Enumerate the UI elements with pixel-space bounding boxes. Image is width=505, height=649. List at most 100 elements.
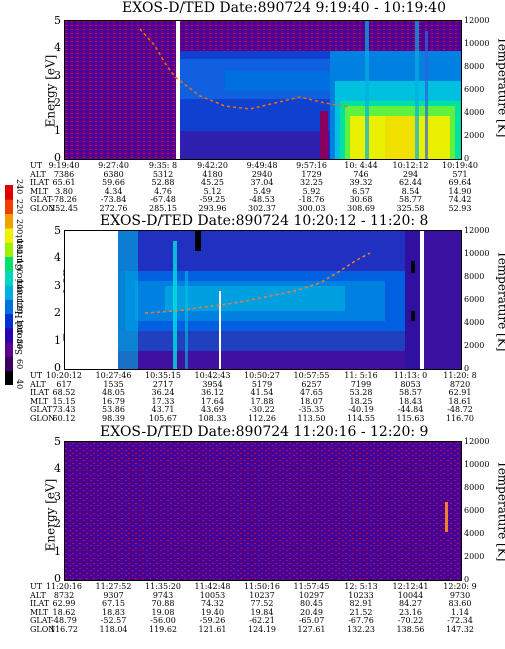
orbit-cell: 53.86 bbox=[102, 405, 125, 414]
panel1-y2tick-0: 0 bbox=[464, 154, 470, 163]
orbit-cell: 43.71 bbox=[151, 405, 175, 414]
orbit-cell: 9:57:16 bbox=[296, 161, 327, 170]
orbit-cell: 62.91 bbox=[448, 388, 472, 397]
panel2-y2tick-4000: 4000 bbox=[464, 318, 485, 327]
orbit-row-label: MLT bbox=[30, 607, 49, 617]
orbit-row-label: ILAT bbox=[30, 388, 50, 397]
colorbar-segment bbox=[5, 270, 13, 286]
orbit-cell: 10:35:15 bbox=[145, 371, 181, 380]
orbit-row-label: GLON bbox=[30, 624, 56, 634]
panel1-ytick-5: 5 bbox=[54, 14, 61, 27]
orbit-cell: 18.25 bbox=[349, 396, 373, 406]
orbit-cell: 17.88 bbox=[250, 396, 274, 406]
orbit-cell: 9:42:20 bbox=[197, 161, 228, 170]
orbit-cell: 65.61 bbox=[52, 178, 76, 187]
panel2-y2tick-10000: 10000 bbox=[464, 249, 490, 258]
panel1-ytick-4: 4 bbox=[54, 41, 61, 54]
panel1-heatmap-svg bbox=[65, 21, 461, 159]
orbit-cell: 62.44 bbox=[399, 178, 422, 187]
orbit-cell: 36.12 bbox=[201, 388, 224, 397]
orbit-cell: 58.57 bbox=[399, 388, 422, 397]
orbit-cell: 10044 bbox=[397, 590, 424, 600]
orbit-cell: 80.45 bbox=[300, 599, 323, 608]
orbit-cell: 138.56 bbox=[396, 624, 425, 634]
panel1-orbit-table: UT 9:19:40 9:27:40 9:35: 8 9:42:20 9:49:48 9:5… bbox=[0, 161, 505, 214]
orbit-cell: 77.52 bbox=[250, 599, 274, 608]
orbit-cell: 124.19 bbox=[248, 624, 276, 634]
panel3-ytick-1: 1 bbox=[54, 545, 61, 558]
panel2-ytick-0: 0 bbox=[54, 361, 61, 374]
orbit-cell: 119.62 bbox=[149, 624, 177, 634]
orbit-row-label: ALT bbox=[30, 169, 46, 179]
colorbar-tick: 240 bbox=[15, 179, 24, 195]
panel3-ytick-5: 5 bbox=[54, 435, 61, 448]
orbit-cell: -59.25 bbox=[199, 195, 226, 204]
orbit-cell: 9743 bbox=[152, 590, 174, 600]
orbit-cell: 2717 bbox=[152, 379, 174, 389]
colorbar-segment bbox=[5, 256, 13, 272]
orbit-cell: 9:27:40 bbox=[98, 161, 129, 170]
orbit-cell: -78.26 bbox=[51, 195, 77, 204]
panel2-y2tick-2000: 2000 bbox=[464, 341, 485, 350]
orbit-cell: -67.48 bbox=[150, 195, 176, 204]
orbit-cell: 115.63 bbox=[396, 413, 425, 423]
orbit-cell: 67.15 bbox=[102, 599, 125, 608]
orbit-cell: -65.07 bbox=[298, 616, 325, 625]
colorbar-tick: 200 bbox=[15, 219, 24, 235]
colorbar-svg bbox=[5, 185, 13, 385]
orbit-cell: 8.54 bbox=[401, 186, 420, 196]
orbit-cell: 18.43 bbox=[399, 396, 422, 406]
orbit-cell: 59.66 bbox=[102, 178, 125, 187]
panel1-y2tick-4000: 4000 bbox=[464, 108, 485, 117]
orbit-cell: 30.68 bbox=[349, 195, 373, 204]
orbit-cell: 5179 bbox=[251, 379, 273, 389]
orbit-cell: 84.27 bbox=[399, 599, 422, 608]
panel3-y2tick-8000: 8000 bbox=[464, 483, 485, 492]
orbit-cell: 73.43 bbox=[52, 405, 76, 414]
orbit-cell: 1535 bbox=[103, 379, 124, 389]
orbit-cell: 112.26 bbox=[248, 413, 276, 423]
orbit-cell: -30.22 bbox=[249, 405, 275, 414]
orbit-row-label: MLT bbox=[30, 186, 49, 196]
orbit-cell: 11:42:48 bbox=[194, 582, 231, 591]
orbit-cell: 12:12:41 bbox=[392, 582, 429, 591]
orbit-cell: 118.04 bbox=[99, 624, 128, 634]
orbit-cell: -40.19 bbox=[348, 405, 374, 414]
orbit-cell: 52.88 bbox=[151, 178, 175, 187]
orbit-cell: 252.45 bbox=[50, 203, 78, 213]
orbit-row-label: ALT bbox=[30, 379, 46, 389]
colorbar-label: Second Harmonic Current bbox=[15, 234, 25, 355]
orbit-cell: 16.79 bbox=[102, 396, 125, 406]
panel3-ytick-3: 3 bbox=[54, 490, 61, 503]
orbit-cell: 132.23 bbox=[347, 624, 375, 634]
orbit-cell: 11:27:52 bbox=[95, 582, 132, 591]
orbit-cell: 2940 bbox=[251, 169, 273, 179]
orbit-cell: -48.79 bbox=[51, 616, 77, 625]
panel3-ytick-2: 2 bbox=[54, 517, 61, 530]
colorbar-tick: 220 bbox=[15, 199, 24, 215]
panel3-title: EXOS-D/TED Date:890724 11:20:16 - 12:20:… bbox=[100, 424, 429, 440]
orbit-cell: 300.03 bbox=[297, 203, 326, 213]
orbit-cell: 10233 bbox=[348, 590, 374, 600]
orbit-cell: 571 bbox=[452, 169, 468, 179]
orbit-cell: 41.54 bbox=[250, 388, 274, 397]
orbit-cell: 10:27:46 bbox=[95, 371, 132, 380]
orbit-cell: 11:57:45 bbox=[293, 582, 330, 591]
panel3-spectrogram bbox=[64, 441, 462, 581]
orbit-cell: 7199 bbox=[350, 379, 372, 389]
orbit-cell: 10237 bbox=[249, 590, 275, 600]
panel3-y2tick-6000: 6000 bbox=[464, 506, 485, 515]
orbit-cell: 7386 bbox=[53, 169, 75, 179]
panel2-ytick-3: 3 bbox=[54, 279, 61, 292]
orbit-cell: 10:42:43 bbox=[194, 371, 231, 380]
orbit-cell: 1729 bbox=[301, 169, 322, 179]
orbit-cell: 11:35:20 bbox=[145, 582, 181, 591]
orbit-row-label: GLON bbox=[30, 413, 56, 423]
orbit-cell: 10:57:55 bbox=[293, 371, 330, 380]
panel2-ytick-2: 2 bbox=[54, 306, 61, 319]
panel2-ytick-5: 5 bbox=[54, 224, 61, 237]
orbit-cell: 308.69 bbox=[347, 203, 375, 213]
panel3-orbit-table: UT 11:20:16 11:27:52 11:35:20 11:42:48 11:50:… bbox=[0, 582, 505, 635]
panel2-orbit-table: UT 10:20:12 10:27:46 10:35:15 10:42:43 10:50:… bbox=[0, 371, 505, 424]
colorbar-segment bbox=[5, 299, 13, 315]
